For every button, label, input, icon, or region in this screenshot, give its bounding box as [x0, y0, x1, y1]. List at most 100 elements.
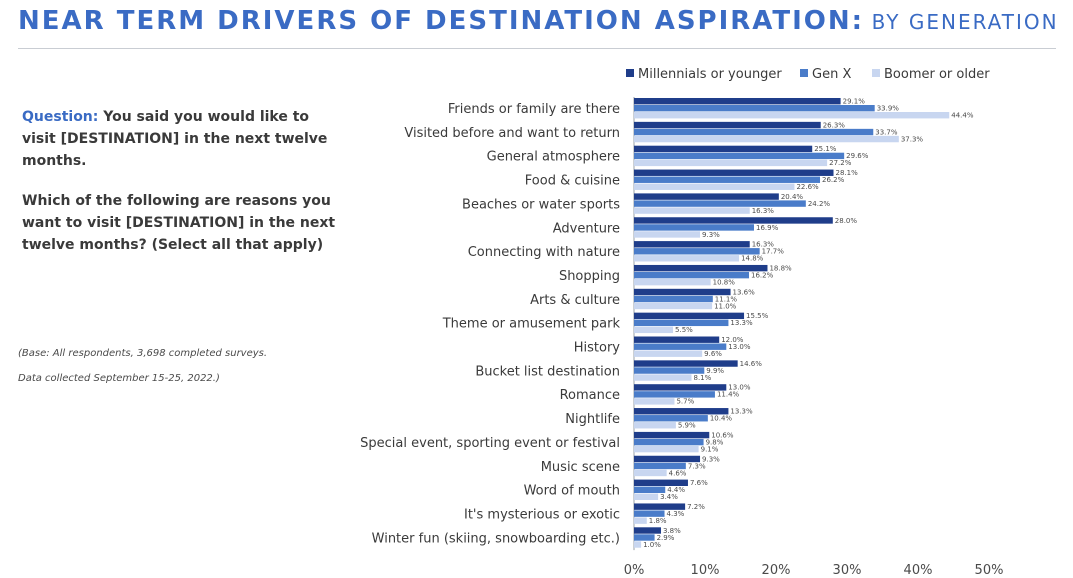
data-label: 14.8% — [741, 255, 764, 263]
bar-millennials — [634, 193, 779, 200]
bar-boomer — [634, 326, 674, 334]
data-label: 17.7% — [762, 248, 785, 256]
data-label: 13.0% — [728, 343, 751, 351]
bar-millennials — [634, 455, 701, 463]
bar-boomer — [634, 422, 676, 429]
bar-millennials — [634, 241, 750, 248]
legend-swatch — [626, 69, 634, 77]
bar-millennials — [634, 479, 688, 486]
bar-millennials — [634, 527, 661, 534]
category-label: It's mysterious or exotic — [464, 507, 620, 522]
bar-genx — [634, 271, 750, 279]
category-label: Music scene — [541, 460, 620, 475]
data-label: 7.2% — [687, 503, 705, 511]
data-label: 9.8% — [706, 438, 724, 446]
bar-genx — [634, 415, 708, 422]
legend-swatch — [800, 69, 808, 77]
legend-swatch — [872, 69, 880, 77]
bar-millennials — [634, 288, 731, 296]
category-label: Shopping — [559, 269, 620, 284]
data-label: 8.1% — [694, 374, 712, 382]
data-label: 13.3% — [730, 408, 753, 416]
bar-boomer — [634, 112, 950, 119]
category-label: Nightlife — [565, 412, 620, 427]
bar-millennials — [634, 503, 686, 510]
x-tick-label: 30% — [833, 563, 862, 578]
bar-boomer — [634, 135, 899, 143]
question-line-1: You said you would like to visit [DESTIN… — [22, 109, 328, 169]
category-label: History — [574, 341, 621, 356]
category-label: Adventure — [553, 221, 620, 236]
bar-genx — [634, 295, 713, 303]
category-label: Bucket list destination — [475, 364, 620, 379]
data-label: 12.0% — [721, 336, 744, 344]
data-label: 22.6% — [796, 183, 819, 191]
data-label: 13.6% — [733, 288, 756, 296]
category-label: Food & cuisine — [525, 174, 620, 189]
bar-genx — [634, 462, 686, 470]
legend-label: Gen X — [812, 67, 851, 82]
data-label: 28.1% — [836, 169, 859, 177]
bar-millennials — [634, 264, 768, 272]
bar-genx — [634, 224, 754, 231]
data-label: 25.1% — [814, 145, 837, 153]
data-label: 13.3% — [730, 319, 753, 327]
data-label: 33.9% — [877, 105, 900, 113]
bar-genx — [634, 534, 655, 541]
data-label: 1.8% — [649, 517, 667, 525]
data-label: 24.2% — [808, 200, 831, 208]
bar-millennials — [634, 336, 720, 343]
data-label: 9.6% — [704, 350, 722, 358]
data-label: 13.0% — [728, 384, 751, 392]
bar-boomer — [634, 302, 713, 310]
data-label: 10.6% — [711, 431, 734, 439]
data-label: 18.8% — [769, 264, 792, 272]
data-label: 16.3% — [752, 207, 775, 215]
data-label: 9.3% — [702, 455, 720, 463]
data-label: 29.6% — [846, 152, 869, 160]
bar-genx — [634, 486, 666, 493]
data-label: 7.6% — [690, 479, 708, 487]
bar-millennials — [634, 169, 834, 176]
question-block: Question: You said you would like to vis… — [22, 106, 337, 274]
title-sub: BY GENERATION — [871, 10, 1059, 34]
data-label: 37.3% — [901, 135, 924, 143]
bar-genx — [634, 200, 806, 207]
data-label: 11.1% — [715, 295, 738, 303]
data-label: 20.4% — [781, 193, 804, 201]
category-label: Romance — [560, 388, 620, 403]
data-label: 33.7% — [875, 128, 898, 136]
data-label: 5.9% — [678, 422, 696, 430]
data-label: 15.5% — [746, 312, 769, 320]
base-note: (Base: All respondents, 3,698 completed … — [18, 348, 338, 398]
data-label: 16.3% — [752, 241, 775, 249]
bar-genx — [634, 510, 665, 517]
bar-genx — [634, 152, 845, 160]
data-label: 4.6% — [669, 469, 687, 477]
category-label: Visited before and want to return — [404, 126, 620, 141]
bar-millennials — [634, 384, 727, 391]
bar-boomer — [634, 231, 701, 238]
data-label: 9.9% — [706, 367, 724, 375]
bar-boomer — [634, 398, 675, 405]
bar-millennials — [634, 312, 745, 320]
data-label: 16.2% — [751, 271, 774, 279]
bar-boomer — [634, 183, 795, 190]
bar-genx — [634, 438, 704, 446]
x-tick-label: 10% — [691, 563, 720, 578]
data-label: 1.0% — [643, 541, 661, 549]
data-label: 10.4% — [710, 415, 733, 423]
category-label: Special event, sporting event or festiva… — [360, 436, 620, 451]
data-label: 16.9% — [756, 224, 779, 232]
data-label: 9.3% — [702, 231, 720, 239]
data-label: 26.2% — [822, 176, 845, 184]
bar-millennials — [634, 98, 841, 105]
bar-genx — [634, 391, 715, 398]
data-label: 10.8% — [713, 278, 736, 286]
bar-boomer — [634, 541, 642, 548]
bar-boomer — [634, 255, 740, 262]
x-tick-label: 0% — [624, 563, 645, 578]
question-text-1: Question: You said you would like to vis… — [22, 106, 337, 172]
data-label: 11.0% — [714, 302, 737, 310]
